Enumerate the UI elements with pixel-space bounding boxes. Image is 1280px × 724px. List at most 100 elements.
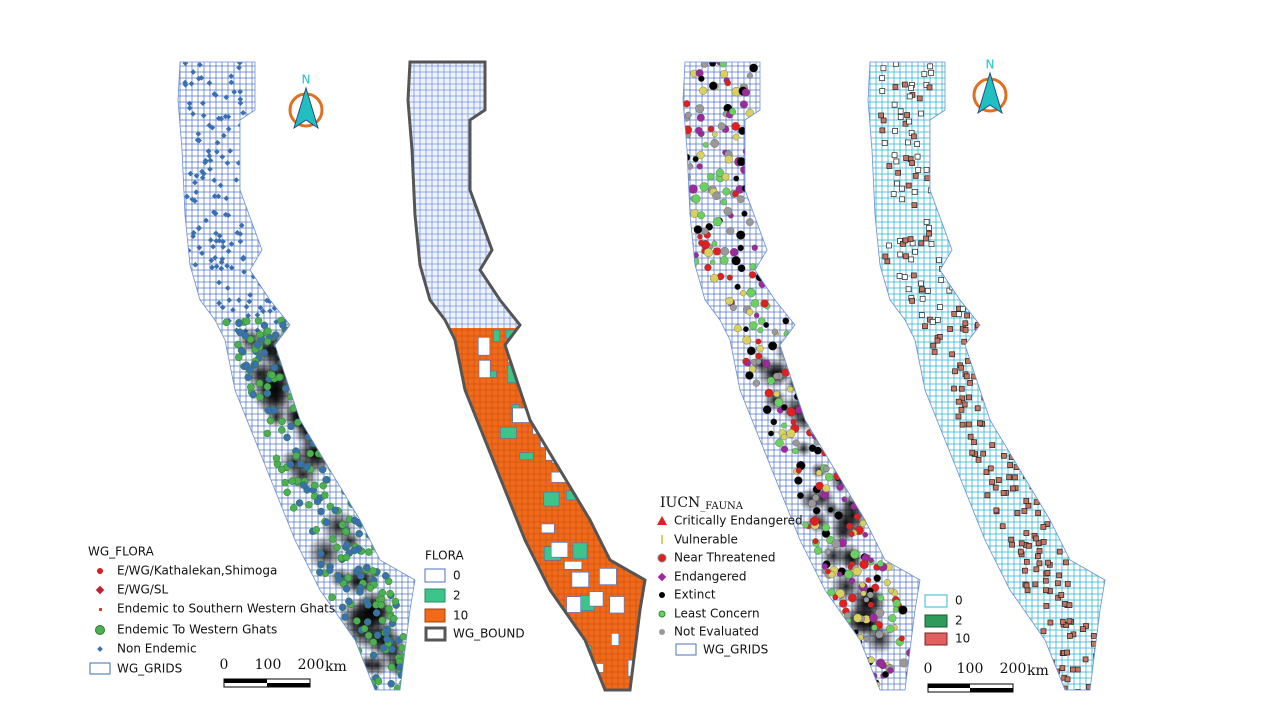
point — [246, 366, 254, 374]
point — [683, 153, 691, 162]
point — [279, 340, 287, 348]
density-cell — [1041, 645, 1048, 652]
fauna-density-legend: 0 2 10 — [924, 594, 970, 646]
density-cell — [995, 419, 1001, 426]
point — [336, 448, 345, 457]
point — [347, 659, 355, 667]
density-cell — [627, 659, 643, 677]
density-cell — [938, 277, 945, 283]
density-cell — [907, 236, 914, 242]
point — [698, 75, 705, 82]
legend-item: Near Threatened — [674, 551, 776, 565]
point — [283, 488, 291, 497]
point — [369, 638, 378, 646]
legend-item: 2 — [955, 614, 963, 628]
point — [299, 481, 308, 489]
density-cell — [910, 272, 917, 279]
density-cell — [964, 312, 970, 319]
point — [732, 133, 740, 141]
point — [712, 191, 721, 200]
point — [237, 238, 244, 245]
point — [223, 195, 230, 202]
point — [744, 360, 751, 367]
density-cell — [1047, 619, 1054, 626]
density-cell — [550, 542, 569, 558]
density-cell — [915, 167, 922, 173]
point — [312, 526, 320, 534]
point — [218, 115, 224, 122]
density-cell — [926, 84, 933, 91]
point — [219, 154, 226, 160]
point — [190, 229, 197, 236]
legend-item: WG_GRIDS — [703, 643, 768, 657]
density-cell — [643, 675, 645, 688]
point — [882, 670, 889, 678]
point — [887, 667, 894, 674]
density-cell — [1036, 560, 1043, 567]
point — [841, 470, 849, 477]
point — [352, 664, 360, 672]
point — [260, 321, 269, 330]
point — [695, 104, 705, 114]
point — [369, 651, 378, 660]
point — [888, 614, 897, 623]
density-cell — [908, 85, 914, 91]
point — [728, 108, 736, 116]
density-cell — [959, 421, 966, 428]
point — [226, 297, 233, 303]
point — [287, 422, 295, 431]
point — [190, 111, 196, 117]
point — [264, 406, 273, 415]
density-cell — [1009, 485, 1016, 492]
point — [319, 404, 327, 413]
density-cell — [1082, 656, 1089, 663]
density-cell — [896, 273, 903, 279]
point — [871, 624, 878, 631]
point — [211, 91, 218, 97]
point — [712, 131, 718, 138]
point — [711, 240, 718, 247]
density-cell — [1007, 462, 1013, 468]
density-cell — [918, 312, 925, 318]
density-cell — [1043, 603, 1050, 609]
point — [848, 593, 857, 603]
point — [743, 326, 749, 332]
point — [737, 264, 746, 273]
point — [222, 318, 231, 327]
point — [286, 460, 295, 469]
point — [873, 574, 881, 582]
legend-title: WG_FLORA — [88, 545, 155, 559]
point — [762, 405, 772, 414]
density-cell — [923, 235, 929, 242]
density-cell — [1040, 628, 1047, 635]
point — [270, 363, 279, 372]
density-cell — [1014, 510, 1021, 516]
point — [792, 447, 799, 455]
point — [808, 499, 817, 508]
point — [353, 617, 361, 625]
point — [207, 166, 213, 172]
density-cell — [952, 368, 958, 375]
point — [200, 112, 207, 119]
density-cell — [1045, 559, 1051, 566]
point — [883, 579, 891, 587]
density-cell — [881, 140, 888, 146]
density-cell — [543, 491, 560, 507]
point — [352, 487, 360, 496]
legend-item: Not Evaluated — [674, 625, 759, 639]
point — [771, 328, 779, 336]
density-cell — [924, 175, 931, 182]
point — [335, 468, 343, 476]
point — [740, 289, 747, 297]
point-cluster — [297, 410, 335, 448]
point — [810, 516, 820, 526]
point — [837, 571, 843, 577]
density-cell — [946, 287, 953, 294]
point — [762, 359, 771, 368]
density-cell — [564, 561, 583, 570]
point — [223, 94, 230, 101]
density-cell — [977, 420, 983, 427]
point — [741, 210, 748, 217]
density-cell — [949, 351, 955, 358]
point — [355, 529, 363, 538]
